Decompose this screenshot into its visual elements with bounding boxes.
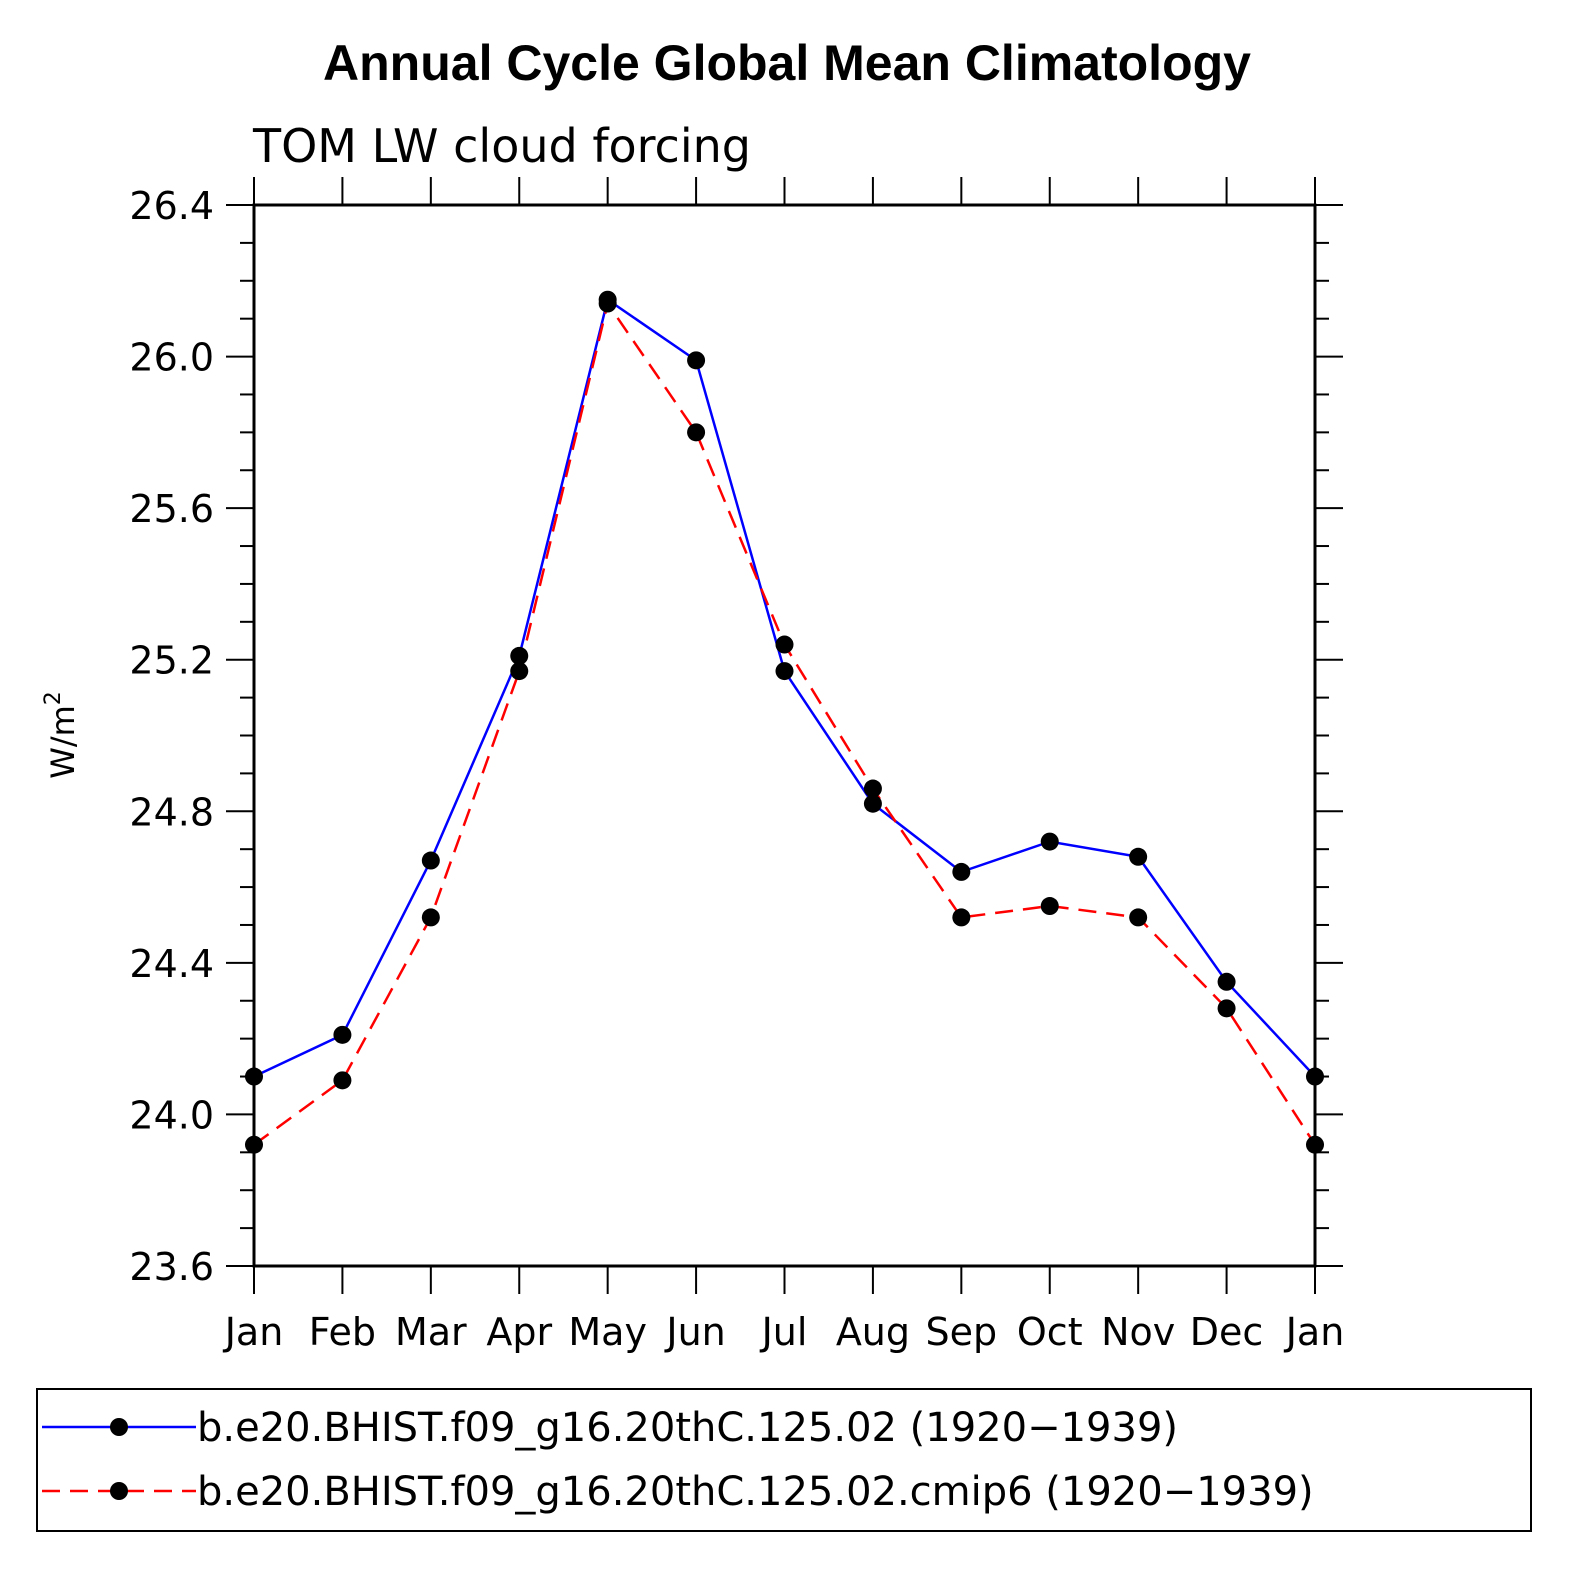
legend-marker: [110, 1482, 128, 1500]
x-tick-label: Jul: [760, 1310, 808, 1354]
data-point: [1040, 897, 1059, 916]
data-point: [775, 662, 794, 681]
series-line-2: [253, 300, 1317, 1146]
data-point: [598, 294, 617, 313]
x-tick-labels: Jan Feb Mar Apr May Jun Jul Aug Sep Oct Nov Dec Jan: [223, 1310, 1345, 1354]
data-point: [952, 908, 971, 927]
data-point: [687, 423, 706, 442]
svg-text:W/m2: W/m2: [41, 691, 82, 779]
y-axis-label-superscript: 2: [41, 691, 66, 705]
y-tick-labels: 23.6 24.0 24.4 24.8 25.2 25.6 26.0 26.4: [129, 184, 214, 1289]
x-tick-label: Mar: [395, 1310, 467, 1354]
axis-ticks: [226, 177, 1343, 1294]
chart-subtitle: TOM LW cloud forcing: [252, 119, 751, 173]
data-point: [421, 851, 440, 870]
data-point: [863, 779, 882, 798]
plot-frame: [252, 203, 1317, 1268]
data-point: [510, 646, 529, 665]
data-point: [1217, 972, 1236, 991]
series-group: [253, 297, 1317, 1146]
chart-title: Annual Cycle Global Mean Climatology: [323, 35, 1251, 91]
data-point: [863, 794, 882, 813]
y-tick-label: 26.4: [129, 184, 214, 228]
y-axis-label-text: W/m: [44, 705, 82, 779]
x-tick-label: Jan: [223, 1310, 284, 1354]
data-point: [687, 351, 706, 370]
x-tick-label: Nov: [1101, 1310, 1175, 1354]
y-axis-label: W/m2: [41, 691, 82, 779]
data-point: [1306, 1135, 1324, 1154]
y-tick-label: 24.4: [129, 942, 214, 986]
x-tick-label: Jan: [1284, 1310, 1345, 1354]
series-line-1: [253, 297, 1316, 1078]
data-point: [775, 635, 794, 654]
legend-marker: [110, 1418, 128, 1436]
data-point: [952, 862, 971, 881]
y-tick-label: 24.0: [129, 1093, 214, 1137]
data-point: [510, 662, 529, 681]
data-point: [1040, 832, 1059, 851]
x-tick-label: May: [568, 1310, 647, 1354]
x-tick-label: Oct: [1017, 1310, 1083, 1354]
data-point: [1306, 1067, 1324, 1086]
x-tick-label: Aug: [836, 1310, 910, 1354]
data-point: [1129, 908, 1148, 927]
data-point: [245, 1135, 263, 1154]
x-tick-label: Dec: [1190, 1310, 1264, 1354]
legend-label-1: b.e20.BHIST.f09_g16.20thC.125.02 (1920−1…: [197, 1405, 1178, 1451]
y-tick-label: 26.0: [129, 336, 214, 380]
legend-box: [36, 1388, 1532, 1532]
y-tick-label: 25.6: [129, 487, 214, 531]
legend: b.e20.BHIST.f09_g16.20thC.125.02 (1920−1…: [42, 1405, 1314, 1515]
data-point: [421, 908, 440, 927]
legend-label-2: b.e20.BHIST.f09_g16.20thC.125.02.cmip6 (…: [197, 1469, 1314, 1515]
data-point: [245, 1067, 263, 1086]
data-point: [1217, 999, 1236, 1018]
data-point: [333, 1025, 352, 1044]
data-point: [333, 1071, 352, 1090]
data-point: [1129, 847, 1148, 866]
y-tick-label: 24.8: [129, 790, 214, 834]
markers-group: [245, 290, 1324, 1154]
x-tick-label: Apr: [486, 1310, 552, 1354]
x-tick-label: Sep: [926, 1310, 998, 1354]
y-tick-label: 23.6: [129, 1245, 214, 1289]
y-tick-label: 25.2: [129, 639, 214, 683]
x-tick-label: Jun: [664, 1310, 725, 1354]
x-tick-label: Feb: [309, 1310, 376, 1354]
